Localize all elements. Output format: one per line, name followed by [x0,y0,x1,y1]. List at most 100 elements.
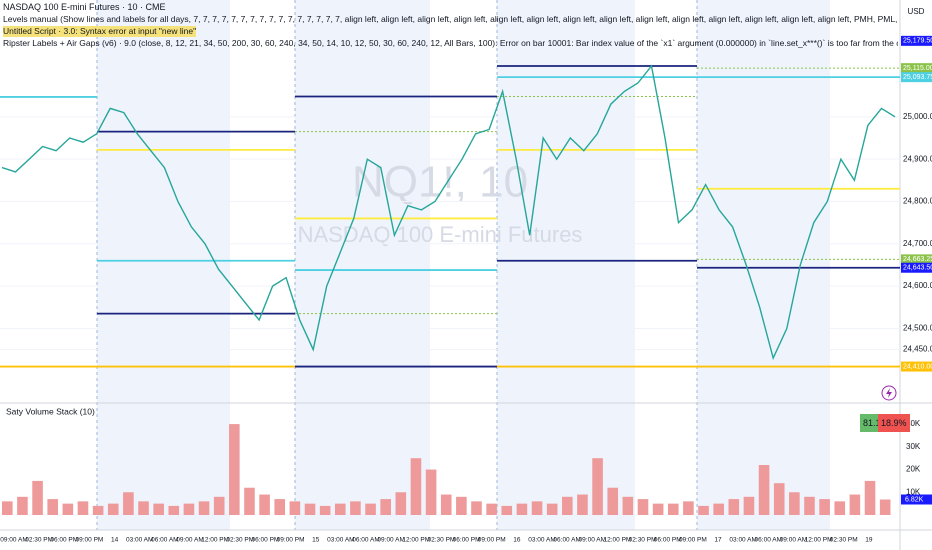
price-label: 25,179.50 [903,38,932,45]
volume-bar [501,505,513,515]
price-label: 25,115.00 [903,65,932,72]
volume-bar [32,480,43,515]
price-label-bg [901,262,932,273]
volume-bar [546,503,558,515]
volume-bar [289,501,301,515]
time-label: 09:00 AM [0,537,27,544]
time-label: 06:00 PM [252,537,280,544]
symbol-title[interactable]: NASDAQ 100 E-mini Futures · 10 · CME [3,2,166,12]
volume-bar [683,501,694,515]
price-label: 24,410.00 [903,363,932,370]
volume-bar [652,503,664,515]
time-label: 09:00 AM [377,537,404,544]
indicator-error[interactable]: Untitled Script · 3.0: Syntax error at i… [3,26,197,37]
time-label: 02:30 PM [830,537,858,544]
volume-bar [153,503,164,515]
time-label: 09:00 PM [76,537,104,544]
volume-bar [395,492,407,515]
price-label: 24,663.25 [903,256,932,263]
price-tick-label: 24,700.00 [903,239,932,248]
volume-bar [123,492,134,515]
time-label: 03:00 AM [528,537,555,544]
volume-bar [562,496,573,515]
time-label: 02:30 PM [226,537,254,544]
volume-bar [107,503,119,515]
time-label: 19 [865,537,873,544]
time-label: 17 [714,537,722,544]
volume-bar [743,496,755,515]
volume-bar [471,501,482,515]
volume-bar [62,503,74,515]
volume-bar [456,496,467,515]
volume-bar [773,483,785,515]
indicator[interactable]: Levels manual (Show lines and labels for… [3,14,898,24]
price-label-bg [901,72,932,83]
time-label: 09:00 AM [176,537,203,544]
price-label: 25,093.75 [903,74,932,81]
volume-bar [47,499,59,515]
volume-tick-label: 10K [906,487,921,496]
volume-bar [516,503,528,515]
volume-bar [531,501,543,515]
time-label: 15 [312,537,320,544]
price-label-bg [901,63,932,74]
time-label: 09:00 AM [579,537,606,544]
sell-percent: 18.9% [878,414,910,432]
volume-bar [2,501,13,515]
volume-tick-label: 40K [906,419,921,428]
price-line [1,64,896,361]
price-tick-label: 24,500.00 [903,324,932,333]
volume-bar [879,499,891,515]
time-label: 02:30 PM [629,537,657,544]
time-label: 09:00 PM [277,537,305,544]
volume-bar [183,503,195,515]
price-label-bg [901,35,932,46]
price-label: 24,643.50 [903,265,932,272]
volume-bar [607,487,619,515]
volume-title: Saty Volume Stack (10) [6,406,95,416]
price-tick-label: 24,800.00 [903,197,932,206]
volume-bar [259,494,270,515]
volume-bar [17,496,28,515]
volume-bar [667,503,679,515]
volume-last-label: 6.82K [905,496,924,503]
watermark-name: NASDAQ 100 E-mini Futures [298,222,583,247]
time-label: 06:00 AM [553,537,580,544]
time-label: 06:00 AM [352,537,379,544]
shade [295,0,430,530]
volume-bar [849,494,861,515]
watermark-symbol: NQ1!, 10 [352,158,528,207]
volume-tick-label: 20K [906,465,921,474]
time-label: 12:00 PM [402,537,430,544]
volume-bar [789,492,800,515]
shade [497,0,635,530]
time-label: 03:00 AM [126,537,153,544]
volume-bar [304,503,316,515]
time-label: 12:00 PM [604,537,632,544]
session-shading [97,0,830,530]
volume-last-bg [901,494,932,505]
volume-bar [213,496,225,515]
time-label: 03:00 AM [327,537,354,544]
session-breaks [96,0,698,530]
time-label: 06:00 PM [453,537,481,544]
volume-bar [380,499,391,515]
volume-bar [92,505,104,515]
volume-bar [138,501,149,515]
volume-bar [350,501,361,515]
shade [697,0,830,530]
time-label: 06:00 PM [50,537,78,544]
volume-bar [229,424,240,515]
time-label: 06:00 PM [654,537,682,544]
time-label: 06:00 AM [755,537,782,544]
indicator[interactable]: Ripster Labels + Air Gaps (v6) · 9.0 (cl… [3,38,898,48]
time-label: 03:00 AM [729,537,756,544]
time-label: 14 [111,537,119,544]
volume-bar [168,505,180,515]
volume-bar [834,501,846,515]
volume-bar [577,494,588,515]
price-label-bg [901,254,932,265]
price-tick-label: 24,900.00 [903,154,932,163]
volume-bar [410,458,422,515]
